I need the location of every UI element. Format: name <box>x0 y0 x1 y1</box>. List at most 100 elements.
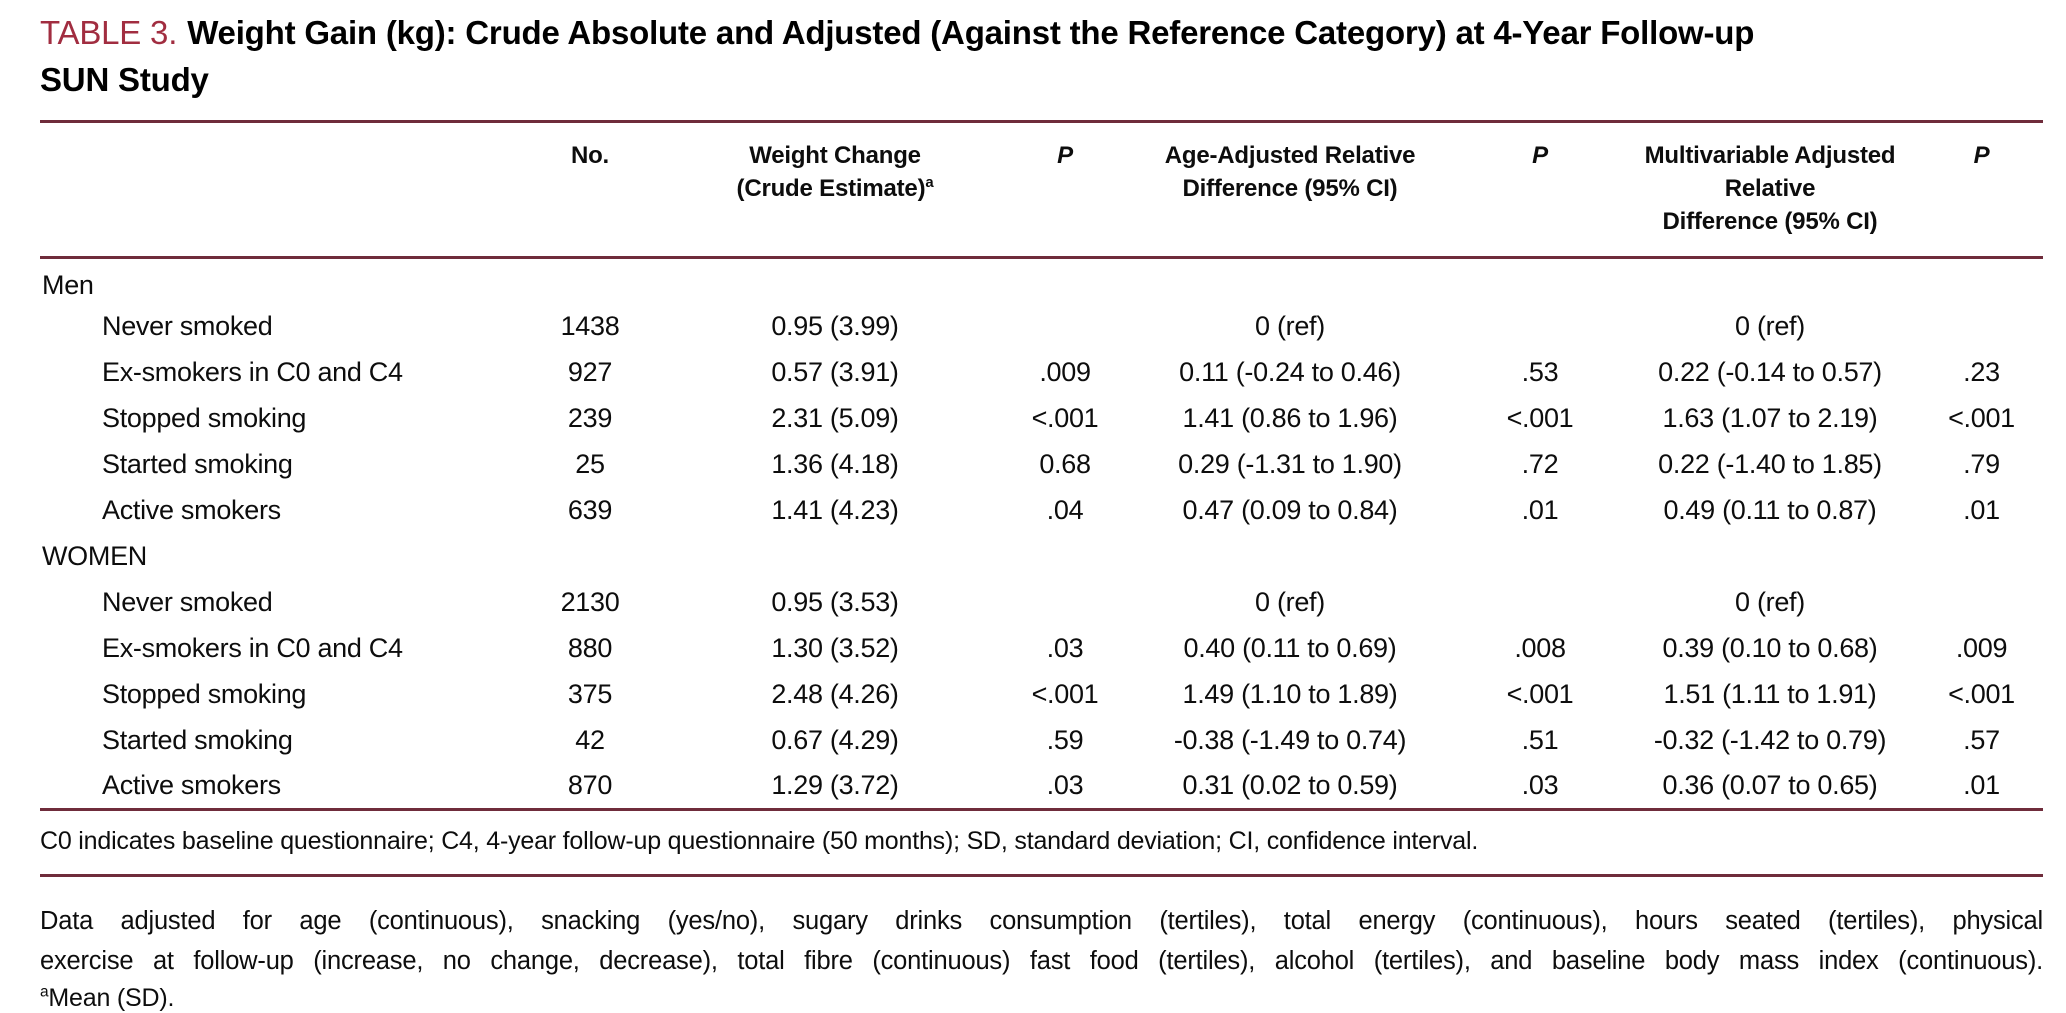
cell-age-adjusted: 0 (ref) <box>1255 587 1325 618</box>
header-line: Weight Change <box>749 141 921 169</box>
cell-multivariable: 1.63 (1.07 to 2.19) <box>1662 403 1878 434</box>
cell-p-crude: 0.68 <box>1039 449 1091 480</box>
table-number-label: TABLE 3. <box>40 14 178 51</box>
cell-crude: 1.36 (4.18) <box>771 449 899 480</box>
table-row: Ex-smokers in C0 and C4 880 1.30 (3.52) … <box>40 626 2043 672</box>
cell-p-multi: <.001 <box>1948 403 2015 434</box>
header-p-crude: P <box>1057 141 1073 169</box>
cell-age-adjusted: 0.29 (-1.31 to 1.90) <box>1178 449 1402 480</box>
cell-p-crude: .03 <box>1046 770 1084 801</box>
cell-p-age: <.001 <box>1506 679 1574 710</box>
cell-multivariable: 0.49 (0.11 to 0.87) <box>1663 495 1877 526</box>
header-p-age: P <box>1532 141 1548 169</box>
group-row-men: Men <box>40 258 2043 304</box>
table-title-line1: Weight Gain (kg): Crude Absolute and Adj… <box>187 14 1755 51</box>
cell-no: 239 <box>567 403 613 434</box>
header-line: Difference (95% CI) <box>1182 174 1398 202</box>
table-row: Stopped smoking 375 2.48 (4.26) <.001 1.… <box>40 672 2043 718</box>
header-line: Age-Adjusted Relative <box>1164 141 1416 169</box>
cell-p-crude <box>1010 304 1120 350</box>
cell-age-adjusted: 0.31 (0.02 to 0.59) <box>1182 770 1398 801</box>
cell-p-age: .01 <box>1521 495 1559 526</box>
table-row: Started smoking 42 0.67 (4.29) .59 -0.38… <box>40 718 2043 764</box>
row-label: Ex-smokers in C0 and C4 <box>102 357 403 388</box>
header-age-adjusted: Age-Adjusted Relative Difference (95% CI… <box>1120 121 1460 257</box>
table-row: Active smokers 639 1.41 (4.23) .04 0.47 … <box>40 488 2043 534</box>
cell-p-age <box>1460 304 1620 350</box>
cell-p-crude: .59 <box>1046 725 1084 756</box>
cell-p-age: .03 <box>1521 770 1559 801</box>
cell-no: 927 <box>567 357 613 388</box>
cell-crude: 1.30 (3.52) <box>771 633 899 664</box>
adjustment-footnote-line2: exercise at follow-up (increase, no chan… <box>40 947 2043 976</box>
header-line: Difference (95% CI) <box>1662 207 1878 235</box>
cell-age-adjusted: 0.47 (0.09 to 0.84) <box>1182 495 1398 526</box>
cell-p-multi: .01 <box>1963 495 2000 526</box>
table-row: Stopped smoking 239 2.31 (5.09) <.001 1.… <box>40 396 2043 442</box>
cell-no: 42 <box>575 725 605 756</box>
cell-p-multi: .01 <box>1963 770 2000 801</box>
row-label: Started smoking <box>102 449 293 480</box>
cell-crude: 1.41 (4.23) <box>771 495 899 526</box>
cell-p-crude: .03 <box>1046 633 1084 664</box>
cell-p-crude: .009 <box>1039 357 1091 388</box>
cell-p-age: <.001 <box>1506 403 1574 434</box>
abbreviations-footnote: C0 indicates baseline questionnaire; C4,… <box>40 811 2043 878</box>
cell-no: 639 <box>567 495 613 526</box>
cell-p-age: .51 <box>1521 725 1559 756</box>
adjustment-footnote: Data adjusted for age (continuous), snac… <box>40 901 2043 982</box>
cell-p-crude: <.001 <box>1031 403 1099 434</box>
row-label: Started smoking <box>102 725 293 756</box>
cell-p-multi <box>1920 304 2043 350</box>
header-crude-footnote-marker: a <box>925 174 934 191</box>
mean-sd-footnote: aMean (SD). <box>40 984 2043 1013</box>
cell-age-adjusted: 0.40 (0.11 to 0.69) <box>1183 633 1397 664</box>
header-p-multi: P <box>1973 141 1990 169</box>
table-title: TABLE 3. Weight Gain (kg): Crude Absolute… <box>40 10 2043 104</box>
cell-no: 880 <box>567 633 613 664</box>
cell-crude: 1.29 (3.72) <box>771 770 899 801</box>
cell-multivariable: 1.51 (1.11 to 1.91) <box>1663 679 1877 710</box>
cell-crude: 0.67 (4.29) <box>771 725 899 756</box>
cell-multivariable: -0.32 (-1.42 to 0.79) <box>1653 725 1887 756</box>
cell-age-adjusted: 0 (ref) <box>1255 311 1325 342</box>
cell-age-adjusted: 0.11 (-0.24 to 0.46) <box>1179 357 1401 388</box>
header-row: No. Weight Change (Crude Estimate)a P Ag… <box>40 121 2043 258</box>
cell-no: 1438 <box>560 311 620 342</box>
header-line: (Crude Estimate)a <box>660 172 1010 205</box>
cell-crude: 2.31 (5.09) <box>771 403 899 434</box>
cell-p-multi: .79 <box>1963 449 2000 480</box>
cell-p-crude <box>1010 580 1120 626</box>
empty-cell <box>520 534 2043 580</box>
header-line: Multivariable Adjusted Relative <box>1644 141 1896 202</box>
cell-no: 25 <box>575 449 605 480</box>
row-label: Stopped smoking <box>102 679 307 710</box>
row-label: Never smoked <box>102 587 273 618</box>
cell-p-multi: .23 <box>1963 357 2000 388</box>
header-multivariable: Multivariable Adjusted Relative Differen… <box>1620 121 1920 257</box>
cell-age-adjusted: -0.38 (-1.49 to 0.74) <box>1173 725 1407 756</box>
adjustment-footnote-line1: Data adjusted for age (continuous), snac… <box>40 907 2043 936</box>
results-table: No. Weight Change (Crude Estimate)a P Ag… <box>40 119 2043 811</box>
table-title-line2: SUN Study <box>40 60 209 98</box>
mean-sd-footnote-text: Mean (SD). <box>48 983 175 1012</box>
group-row-women: WOMEN <box>40 534 2043 580</box>
header-empty <box>40 121 520 257</box>
table-row: Never smoked 1438 0.95 (3.99) 0 (ref) 0 … <box>40 304 2043 350</box>
table-row: Ex-smokers in C0 and C4 927 0.57 (3.91) … <box>40 350 2043 396</box>
group-label: WOMEN <box>42 541 147 572</box>
cell-age-adjusted: 1.41 (0.86 to 1.96) <box>1182 403 1398 434</box>
cell-age-adjusted: 1.49 (1.10 to 1.89) <box>1182 679 1398 710</box>
cell-p-multi <box>1920 580 2043 626</box>
cell-crude: 0.57 (3.91) <box>771 357 899 388</box>
cell-no: 2130 <box>560 587 620 618</box>
row-label: Active smokers <box>102 770 281 801</box>
row-label: Never smoked <box>102 311 273 342</box>
cell-crude: 2.48 (4.26) <box>771 679 899 710</box>
table-row: Started smoking 25 1.36 (4.18) 0.68 0.29… <box>40 442 2043 488</box>
table-header: No. Weight Change (Crude Estimate)a P Ag… <box>40 121 2043 258</box>
empty-cell <box>520 258 2043 304</box>
cell-p-age: .008 <box>1514 633 1566 664</box>
group-label: Men <box>42 270 94 301</box>
